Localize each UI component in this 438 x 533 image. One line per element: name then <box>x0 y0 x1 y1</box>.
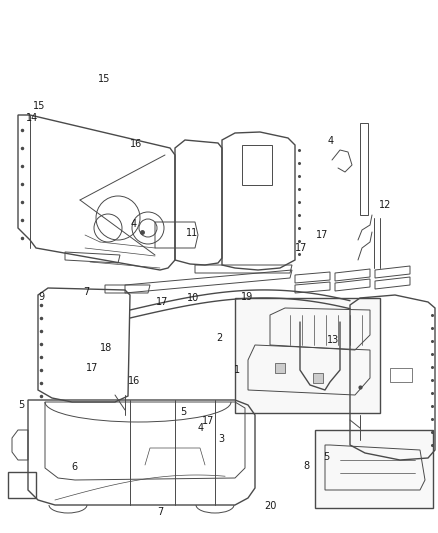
Text: 9: 9 <box>39 293 45 302</box>
Bar <box>235 298 380 413</box>
Bar <box>315 430 433 508</box>
Text: 15: 15 <box>33 101 46 110</box>
Text: 14: 14 <box>26 114 38 123</box>
Bar <box>313 373 323 383</box>
Text: 7: 7 <box>84 287 90 297</box>
Text: 17: 17 <box>156 297 168 307</box>
Text: 5: 5 <box>323 453 329 462</box>
Text: 2: 2 <box>216 334 222 343</box>
Text: 17: 17 <box>86 363 98 373</box>
Text: 15: 15 <box>98 74 110 84</box>
Text: 10: 10 <box>187 294 199 303</box>
Bar <box>275 363 285 373</box>
Text: 4: 4 <box>198 423 204 433</box>
Bar <box>390 368 412 382</box>
Text: 17: 17 <box>202 416 215 426</box>
Text: 3: 3 <box>218 434 224 443</box>
Text: 6: 6 <box>71 462 78 472</box>
Text: 17: 17 <box>295 243 307 253</box>
Text: 13: 13 <box>327 335 339 345</box>
Text: 19: 19 <box>241 293 254 302</box>
Text: 17: 17 <box>316 230 328 239</box>
Text: 5: 5 <box>18 400 24 410</box>
Text: 16: 16 <box>130 139 142 149</box>
Text: 1: 1 <box>233 366 240 375</box>
Text: 11: 11 <box>186 229 198 238</box>
Text: 18: 18 <box>100 343 113 353</box>
Text: 7: 7 <box>157 507 163 516</box>
Text: 20: 20 <box>265 502 277 511</box>
Text: 4: 4 <box>328 136 334 146</box>
Text: 5: 5 <box>180 407 186 417</box>
Text: 16: 16 <box>127 376 140 386</box>
Text: 4: 4 <box>131 219 137 229</box>
Text: 12: 12 <box>379 200 392 210</box>
Text: 8: 8 <box>304 462 310 471</box>
